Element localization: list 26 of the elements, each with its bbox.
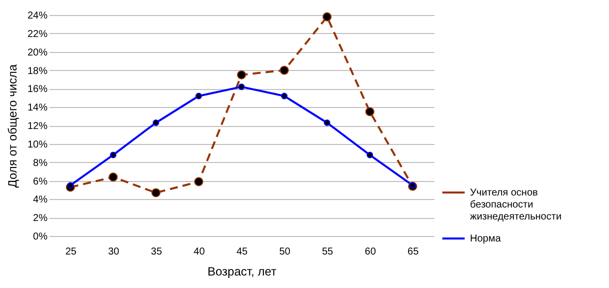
x-tick-label: 50 xyxy=(279,246,291,258)
y-tick-label: 24% xyxy=(27,10,48,22)
y-tick-label: 20% xyxy=(27,47,48,58)
y-axis-title: Доля от общего числа xyxy=(5,64,20,188)
y-tick-label: 16% xyxy=(27,84,48,96)
x-tick-label: 25 xyxy=(65,246,77,258)
x-tick-label: 30 xyxy=(108,246,120,258)
x-tick-label: 60 xyxy=(364,246,376,258)
y-tick-label: 0% xyxy=(33,232,48,242)
x-axis-title: Возраст, лет xyxy=(208,264,278,278)
y-tick-label: 14% xyxy=(27,102,48,114)
x-tick-label: 55 xyxy=(322,246,334,258)
x-tick-label: 65 xyxy=(408,246,420,258)
y-tick-label: 6% xyxy=(33,176,48,188)
y-tick-label: 22% xyxy=(27,28,48,40)
x-tick-label: 45 xyxy=(236,246,248,258)
legend-label: Норма xyxy=(470,234,502,244)
y-tick-label: 10% xyxy=(27,139,48,150)
y-tick-label: 18% xyxy=(27,66,48,77)
y-tick-label: 2% xyxy=(33,213,48,224)
x-tick-label: 40 xyxy=(194,246,206,258)
y-tick-label: 12% xyxy=(27,121,48,132)
x-tick-label: 35 xyxy=(150,246,162,258)
y-tick-label: 4% xyxy=(33,194,48,206)
legend-label: Учителя основ безопасности жизнедеятельности xyxy=(470,188,562,222)
y-tick-label: 8% xyxy=(33,158,48,169)
